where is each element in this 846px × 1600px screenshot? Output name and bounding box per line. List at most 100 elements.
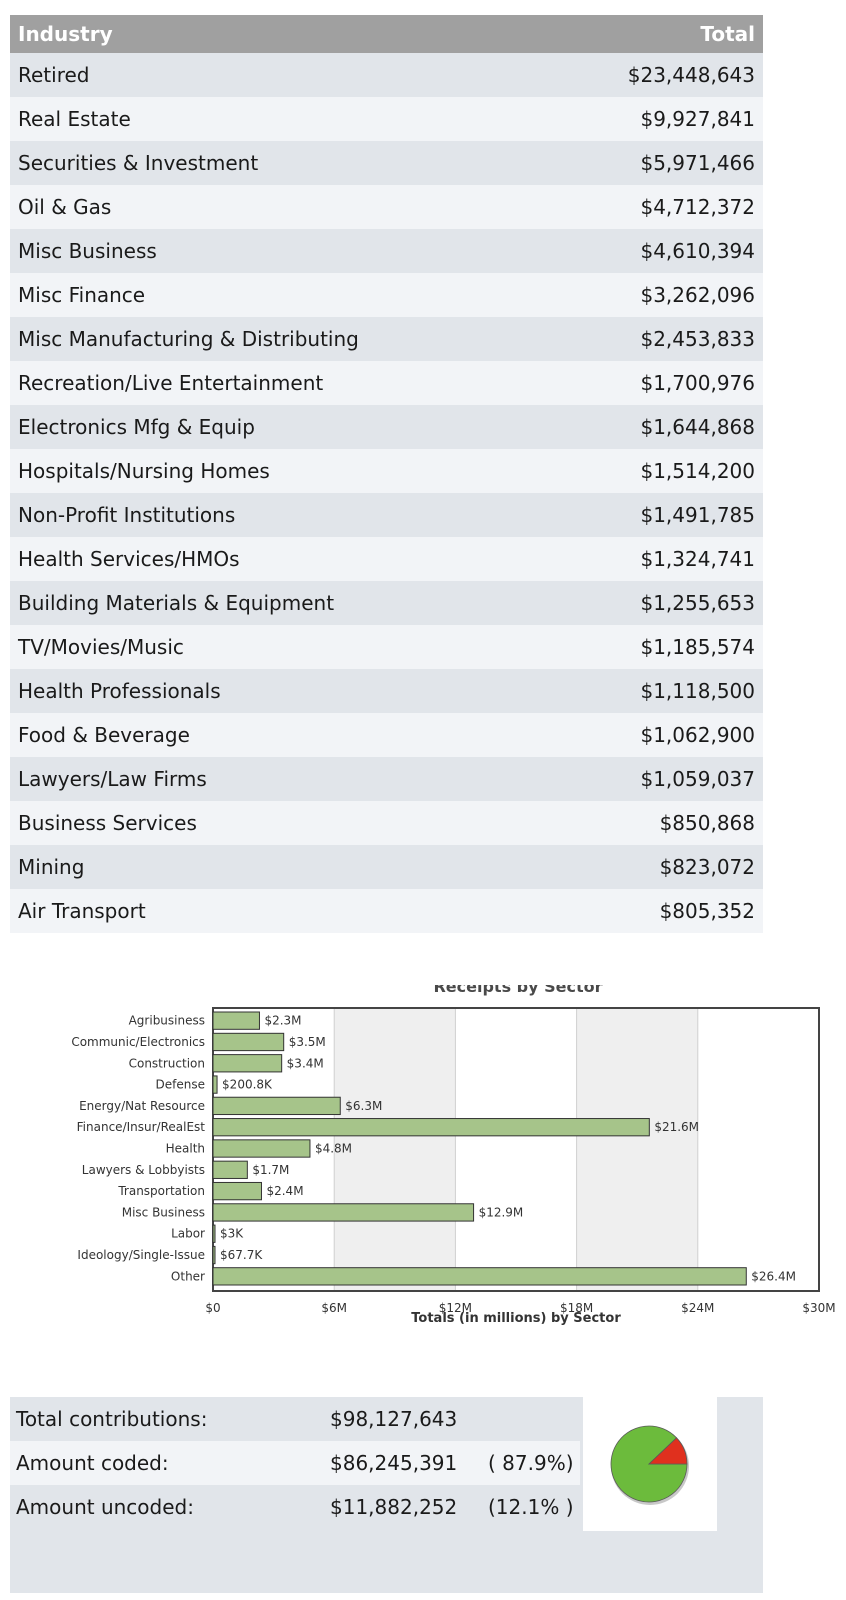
table-row: Misc Business $4,610,394 bbox=[10, 229, 763, 273]
industry-cell: Health Professionals bbox=[10, 669, 387, 713]
industry-table: Industry Total Retired $23,448,643 Real Es… bbox=[10, 15, 763, 933]
bar bbox=[212, 1096, 341, 1116]
table-row: Non-Profit Institutions $1,491,785 bbox=[10, 493, 763, 537]
table-row: Mining $823,072 bbox=[10, 845, 763, 889]
industry-cell: Misc Finance bbox=[10, 273, 387, 317]
total-cell: $805,352 bbox=[386, 889, 763, 933]
coded-pie-chart-box bbox=[583, 1397, 717, 1531]
table-row: Air Transport $805,352 bbox=[10, 889, 763, 933]
bar-value-label: $3.5M bbox=[289, 1035, 326, 1049]
grid-band bbox=[576, 1008, 698, 1291]
bar-value-label: $4.8M bbox=[315, 1142, 352, 1156]
sector-chart: Receipts by Sector Agribusiness Communic/… bbox=[71, 985, 835, 1326]
x-tick-label: $12M bbox=[439, 1301, 472, 1315]
bar-value-label: $200.8K bbox=[222, 1078, 273, 1092]
chart-title: Receipts by Sector bbox=[433, 985, 602, 996]
summary-percent: (12.1% ) bbox=[488, 1495, 574, 1519]
total-cell: $1,324,741 bbox=[386, 537, 763, 581]
x-axis-label: Totals (in millions) by Sector bbox=[411, 1311, 621, 1326]
table-row: Oil & Gas $4,712,372 bbox=[10, 185, 763, 229]
table-row: Lawyers/Law Firms $1,059,037 bbox=[10, 757, 763, 801]
table-row: Building Materials & Equipment $1,255,653 bbox=[10, 581, 763, 625]
category-label: Defense bbox=[156, 1078, 205, 1092]
industry-cell: Misc Business bbox=[10, 229, 387, 273]
bar bbox=[212, 1224, 216, 1243]
bar bbox=[212, 1118, 650, 1137]
industry-cell: Electronics Mfg & Equip bbox=[10, 405, 387, 449]
category-labels: Agribusiness Communic/Electronics Construc… bbox=[71, 1014, 205, 1284]
total-cell: $1,185,574 bbox=[386, 625, 763, 669]
summary-row-coded: Amount coded: $86,245,391 ( 87.9%) bbox=[10, 1441, 580, 1485]
industry-cell: Mining bbox=[10, 845, 387, 889]
industry-cell: Non-Profit Institutions bbox=[10, 493, 387, 537]
summary-label: Amount coded: bbox=[16, 1451, 169, 1475]
coded-pie-chart bbox=[610, 1425, 689, 1505]
total-column-header: Total bbox=[386, 15, 763, 53]
chart-grid-bands bbox=[333, 1008, 699, 1291]
summary-value: $11,882,252 bbox=[330, 1495, 458, 1519]
table-row: Real Estate $9,927,841 bbox=[10, 97, 763, 141]
table-row: Business Services $850,868 bbox=[10, 801, 763, 845]
industry-cell: Building Materials & Equipment bbox=[10, 581, 387, 625]
bar-value-label: $1.7M bbox=[252, 1163, 289, 1177]
bar bbox=[212, 1054, 283, 1073]
table-row: Food & Beverage $1,062,900 bbox=[10, 713, 763, 757]
table-header-row: Industry Total bbox=[10, 15, 763, 53]
category-label: Lawyers & Lobbyists bbox=[82, 1163, 205, 1177]
bar-value-label: $2.4M bbox=[266, 1184, 303, 1198]
bar bbox=[212, 1160, 248, 1179]
bar bbox=[212, 1267, 747, 1286]
industry-cell: Food & Beverage bbox=[10, 713, 387, 757]
total-cell: $23,448,643 bbox=[386, 53, 763, 97]
total-cell: $823,072 bbox=[386, 845, 763, 889]
total-cell: $5,971,466 bbox=[386, 141, 763, 185]
summary-panel: Total contributions: $98,127,643 Amount … bbox=[10, 1397, 763, 1593]
industry-cell: Health Services/HMOs bbox=[10, 537, 387, 581]
industry-cell: Retired bbox=[10, 53, 387, 97]
category-label: Finance/Insur/RealEst bbox=[77, 1120, 206, 1134]
total-cell: $4,712,372 bbox=[386, 185, 763, 229]
total-cell: $2,453,833 bbox=[386, 317, 763, 361]
industry-cell: TV/Movies/Music bbox=[10, 625, 387, 669]
table-row: Misc Manufacturing & Distributing $2,453,… bbox=[10, 317, 763, 361]
industry-table-body: Retired $23,448,643 Real Estate $9,927,841 S… bbox=[10, 53, 763, 933]
summary-row-total: Total contributions: $98,127,643 bbox=[10, 1397, 580, 1441]
industry-cell: Real Estate bbox=[10, 97, 387, 141]
total-cell: $1,644,868 bbox=[386, 405, 763, 449]
industry-cell: Lawyers/Law Firms bbox=[10, 757, 387, 801]
category-label: Other bbox=[171, 1269, 205, 1283]
category-label: Health bbox=[166, 1142, 205, 1156]
category-label: Labor bbox=[171, 1227, 205, 1241]
total-cell: $4,610,394 bbox=[386, 229, 763, 273]
table-row: Hospitals/Nursing Homes $1,514,200 bbox=[10, 449, 763, 493]
total-cell: $1,062,900 bbox=[386, 713, 763, 757]
data-labels: $2.3M $3.5M $3.4M $200.8K $6.3M $21.6M $4.8M $1… bbox=[220, 1014, 796, 1284]
category-label: Energy/Nat Resource bbox=[79, 1099, 205, 1113]
total-cell: $850,868 bbox=[386, 801, 763, 845]
industry-cell: Recreation/Live Entertainment bbox=[10, 361, 387, 405]
table-row: TV/Movies/Music $1,185,574 bbox=[10, 625, 763, 669]
summary-label: Amount uncoded: bbox=[16, 1495, 194, 1519]
table-row: Misc Finance $3,262,096 bbox=[10, 273, 763, 317]
total-cell: $9,927,841 bbox=[386, 97, 763, 141]
summary-value: $98,127,643 bbox=[330, 1407, 458, 1431]
total-cell: $1,700,976 bbox=[386, 361, 763, 405]
category-label: Ideology/Single-Issue bbox=[77, 1248, 205, 1262]
bar bbox=[212, 1203, 475, 1222]
x-tick-label: $6M bbox=[321, 1301, 347, 1315]
total-cell: $1,255,653 bbox=[386, 581, 763, 625]
bar-value-label: $26.4M bbox=[751, 1269, 796, 1283]
industry-column-header: Industry bbox=[10, 15, 387, 53]
industry-cell: Hospitals/Nursing Homes bbox=[10, 449, 387, 493]
category-label: Transportation bbox=[117, 1184, 205, 1198]
summary-value: $86,245,391 bbox=[330, 1451, 458, 1475]
bar-value-label: $6.3M bbox=[345, 1099, 382, 1113]
bar bbox=[212, 1032, 285, 1052]
total-cell: $1,514,200 bbox=[386, 449, 763, 493]
industry-cell: Oil & Gas bbox=[10, 185, 387, 229]
table-row: Electronics Mfg & Equip $1,644,868 bbox=[10, 405, 763, 449]
total-cell: $3,262,096 bbox=[386, 273, 763, 317]
bar-value-label: $12.9M bbox=[479, 1205, 524, 1219]
bar bbox=[212, 1139, 311, 1158]
x-tick-labels: $0 $6M $12M $18M $24M $30M bbox=[205, 1301, 835, 1315]
